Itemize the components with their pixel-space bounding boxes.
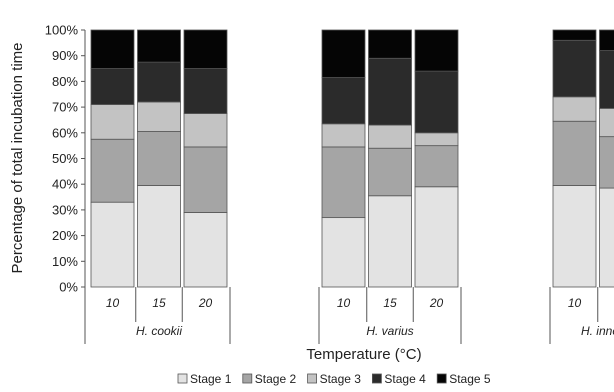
bar-segment-stage-1 (137, 185, 181, 288)
bar-segment-stage-2 (183, 146, 228, 213)
bar-segment-stage-5 (137, 29, 181, 63)
bar-segment-stage-4 (183, 68, 228, 114)
legend-label: Stage 1 (190, 372, 232, 386)
bar-segment-stage-1 (552, 185, 597, 288)
bar-segment-stage-5 (552, 29, 597, 41)
legend-label: Stage 3 (320, 372, 362, 386)
bar-segment-stage-4 (368, 57, 412, 126)
bar-segment-stage-3 (414, 132, 459, 147)
bar-segment-stage-1 (599, 187, 614, 288)
y-tick-label: 90% (52, 48, 78, 63)
legend-swatch (177, 373, 188, 384)
group-label: H. varius (366, 324, 413, 338)
bar-segment-stage-3 (321, 123, 366, 148)
bar-segment-stage-5 (599, 29, 614, 51)
bar-segment-stage-3 (552, 96, 597, 122)
y-tick-label: 20% (52, 228, 78, 243)
y-axis-title: Percentage of total incubation time (9, 43, 26, 274)
x-tick-label: 10 (337, 296, 351, 310)
y-tick-label: 50% (52, 151, 78, 166)
bar-segment-stage-2 (414, 145, 459, 188)
bar-segment-stage-4 (90, 68, 135, 105)
bar-segment-stage-4 (321, 77, 366, 125)
bar-segment-stage-2 (368, 147, 412, 197)
bar-segment-stage-5 (414, 29, 459, 72)
bar-segment-stage-4 (137, 61, 181, 103)
x-tick-label: 20 (429, 296, 444, 310)
bar-segment-stage-2 (552, 120, 597, 186)
bar-segment-stage-4 (552, 39, 597, 98)
bar-segment-stage-1 (368, 195, 412, 288)
y-tick-group: 0% 10% 20% 30% 40% 50% 60% 70% 80% 90% 100% (45, 23, 85, 295)
x-tick-label: 15 (152, 296, 166, 310)
bar-segment-stage-1 (90, 201, 135, 288)
bar-segment-stage-2 (599, 136, 614, 189)
legend-label: Stage 2 (255, 372, 297, 386)
legend-label: Stage 4 (384, 372, 426, 386)
bar-segment-stage-1 (183, 212, 228, 288)
y-tick-label: 30% (52, 202, 78, 217)
x-axis-title: Temperature (°C) (306, 346, 421, 363)
bar-segment-stage-3 (137, 101, 181, 132)
legend-swatch (371, 373, 382, 384)
group-label: H. innominatus (581, 324, 614, 338)
bar-segment-stage-1 (414, 186, 459, 288)
bar-segment-stage-3 (183, 113, 228, 148)
x-tick-label: 20 (198, 296, 213, 310)
bar-segment-stage-5 (90, 29, 135, 69)
y-tick-label: 80% (52, 74, 78, 89)
bar-segment-stage-4 (414, 70, 459, 134)
bar-segment-stage-3 (368, 124, 412, 149)
y-tick-label: 10% (52, 254, 78, 269)
bar-segment-stage-5 (321, 29, 366, 78)
legend: Stage 1 Stage 2 Stage 3 Stage 4 Stage 5 (177, 372, 491, 386)
x-tick-label: 10 (106, 296, 120, 310)
bar-segment-stage-1 (321, 217, 366, 288)
bar-segment-stage-5 (183, 29, 228, 69)
group-label: H. cookii (136, 324, 182, 338)
bar-group (90, 29, 614, 288)
bar-segment-stage-3 (90, 104, 135, 140)
x-tick-label: 10 (568, 296, 582, 310)
bar-segment-stage-2 (90, 138, 135, 203)
bar-segment-stage-2 (137, 131, 181, 186)
y-tick-label: 60% (52, 125, 78, 140)
legend-swatch (307, 373, 318, 384)
legend-swatch (242, 373, 253, 384)
legend-label: Stage 5 (449, 372, 491, 386)
x-tick-label: 15 (383, 296, 397, 310)
y-tick-label: 0% (59, 280, 78, 295)
y-tick-label: 70% (52, 100, 78, 115)
y-tick-label: 40% (52, 177, 78, 192)
bar-segment-stage-5 (368, 29, 412, 59)
legend-swatch (436, 373, 447, 384)
bar-segment-stage-2 (321, 146, 366, 219)
y-tick-label: 100% (45, 23, 79, 38)
bar-segment-stage-4 (599, 50, 614, 109)
bar-segment-stage-3 (599, 107, 614, 138)
